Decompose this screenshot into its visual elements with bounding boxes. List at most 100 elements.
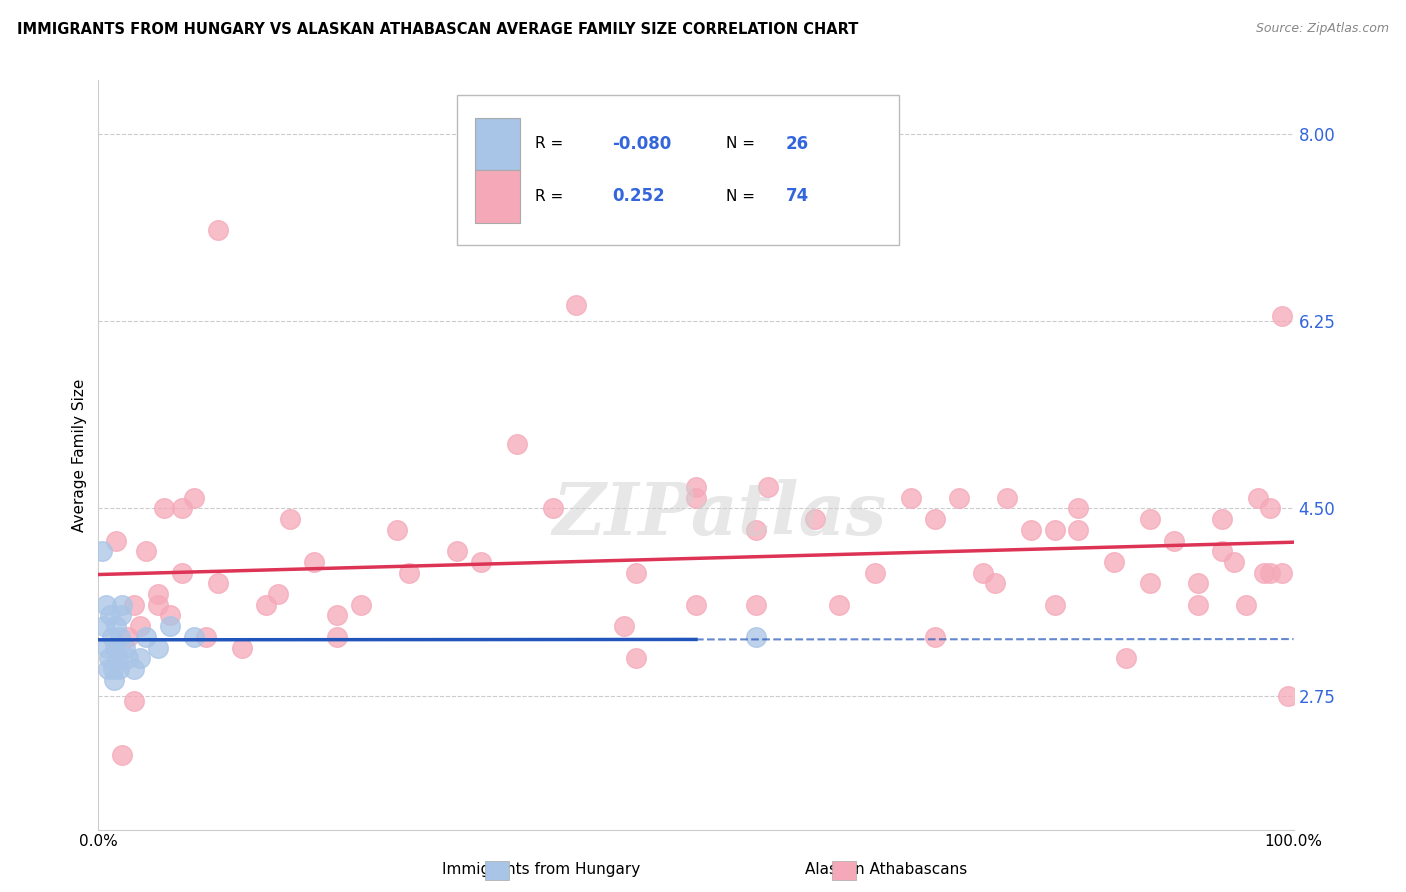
Point [1043,598,1066,612]
Point [398,566,420,580]
Point [972,566,994,580]
Point [105,533,128,548]
Point [172,501,194,516]
Point [254,598,277,612]
Point [1187,598,1209,612]
Point [745,598,768,612]
Point [446,544,468,558]
Point [91,544,114,558]
Point [385,523,409,537]
Point [1271,566,1294,580]
Point [97,662,120,676]
Point [1246,491,1268,505]
Text: R =: R = [534,189,562,204]
Point [148,587,170,601]
Point [1139,576,1161,591]
Point [1019,523,1042,537]
Point [1187,576,1209,591]
Point [685,491,707,505]
Text: 74: 74 [786,187,808,205]
Point [1258,501,1281,516]
Point [103,673,125,687]
Point [129,619,152,633]
Point [1258,566,1281,580]
Point [1139,512,1161,526]
Point [135,544,157,558]
Point [98,608,122,623]
Point [1102,555,1125,569]
Point [900,491,922,505]
Point [613,619,636,633]
Text: 0.252: 0.252 [612,187,665,205]
Point [159,619,181,633]
Point [1067,523,1090,537]
Point [1115,651,1137,665]
FancyBboxPatch shape [475,170,520,223]
Point [804,512,827,526]
Point [863,566,886,580]
Point [172,566,194,580]
Point [96,640,118,655]
Point [924,630,946,644]
Point [506,437,529,451]
Point [111,598,134,612]
Point [101,662,124,676]
Point [685,480,707,494]
Point [745,630,768,644]
FancyBboxPatch shape [475,118,520,170]
Point [207,223,229,237]
Point [114,640,136,655]
Point [231,640,253,655]
Point [108,630,131,644]
Point [541,501,564,516]
Point [124,598,146,612]
Point [124,662,146,676]
Point [995,491,1018,505]
Text: N =: N = [725,136,755,152]
Text: Source: ZipAtlas.com: Source: ZipAtlas.com [1256,22,1389,36]
Point [94,598,117,612]
Text: 26: 26 [786,135,808,153]
Point [326,630,349,644]
Text: IMMIGRANTS FROM HUNGARY VS ALASKAN ATHABASCAN AVERAGE FAMILY SIZE CORRELATION CH: IMMIGRANTS FROM HUNGARY VS ALASKAN ATHAB… [17,22,858,37]
Point [685,598,707,612]
Text: R =: R = [534,136,562,152]
Point [1211,512,1233,526]
Point [1222,555,1246,569]
Point [565,298,588,312]
Point [756,480,779,494]
Y-axis label: Average Family Size: Average Family Size [72,378,87,532]
Point [624,651,647,665]
Point [828,598,851,612]
Point [326,608,349,623]
Point [1211,544,1233,558]
Point [183,630,205,644]
Text: Immigrants from Hungary: Immigrants from Hungary [441,863,641,877]
Point [148,598,170,612]
Point [153,501,176,516]
Point [104,640,127,655]
Point [624,566,647,580]
Point [1163,533,1185,548]
Point [183,491,205,505]
Point [350,598,373,612]
Point [924,512,946,526]
Point [1271,309,1294,323]
Point [267,587,290,601]
Point [470,555,492,569]
Point [117,651,139,665]
Point [194,630,217,644]
Point [745,523,768,537]
Point [1043,523,1066,537]
Point [129,651,152,665]
Text: Alaskan Athabascans: Alaskan Athabascans [804,863,967,877]
Point [1277,689,1299,703]
Point [105,619,128,633]
Point [302,555,325,569]
Point [107,662,129,676]
Point [110,608,132,623]
Point [111,747,134,762]
Point [1067,501,1090,516]
Point [1253,566,1275,580]
Text: ZIPatlas: ZIPatlas [553,479,887,550]
